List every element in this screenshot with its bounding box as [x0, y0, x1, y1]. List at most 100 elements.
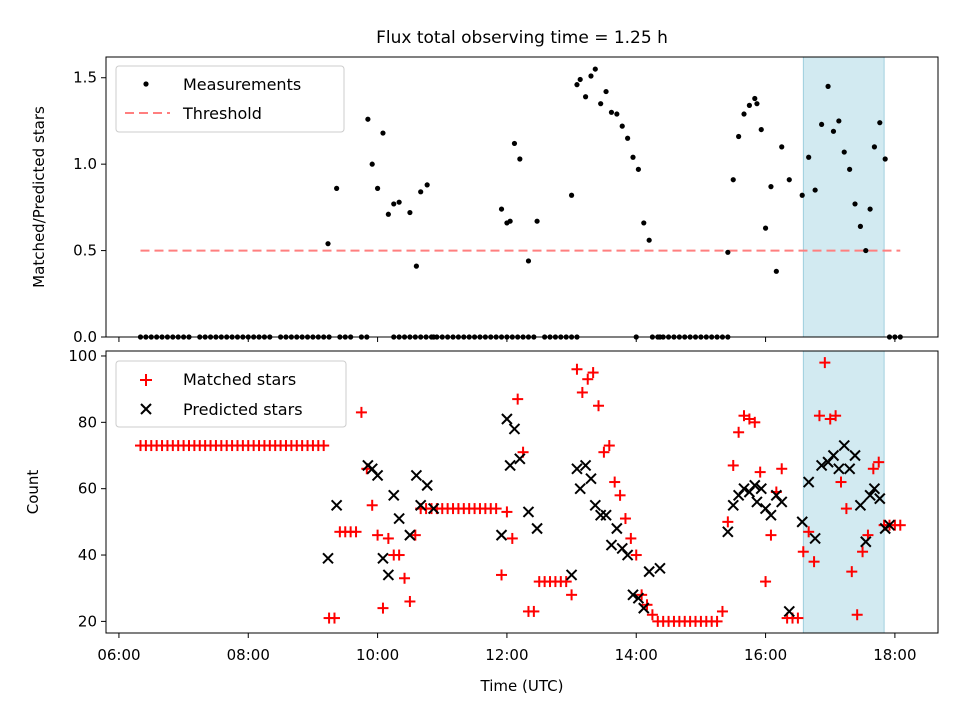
predicted-star-point: [585, 473, 597, 485]
predicted-star-point: [809, 532, 821, 545]
measurement-point: [852, 201, 858, 207]
matched-star-point: [630, 549, 642, 561]
measurement-point: [752, 95, 758, 102]
chart-title: Flux total observing time = 1.25 h: [376, 28, 668, 48]
x-tick-label: 10:00: [356, 646, 399, 664]
measurement-point: [396, 199, 402, 205]
matched-star-point: [619, 513, 631, 525]
matched-star-point: [749, 416, 761, 428]
measurement-point: [525, 258, 532, 264]
measurement-point: [754, 101, 760, 107]
predicted-star-point: [838, 439, 850, 452]
bottom-x-ticks: 06:00 08:00 10:00 12:00 14:00 16:00 18:00: [97, 633, 917, 664]
predicted-star-point: [404, 529, 416, 541]
measurement-point: [825, 83, 831, 89]
x-tick-label: 14:00: [615, 646, 658, 664]
measurement-point: [847, 166, 853, 172]
predicted-star-point: [571, 463, 583, 475]
measurement-point: [882, 156, 888, 162]
measurement-point: [758, 126, 764, 133]
matched-star-point: [873, 456, 885, 468]
matched-star-point: [609, 476, 621, 488]
measurement-point: [614, 111, 620, 117]
matched-star-point: [501, 506, 513, 518]
matched-star-point: [797, 546, 809, 558]
measurement-point: [407, 209, 413, 216]
measurement-point: [799, 192, 805, 198]
predicted-star-point: [854, 499, 867, 511]
measurement-point: [534, 218, 540, 224]
matched-star-point: [851, 609, 863, 621]
top-legend-box: [115, 65, 345, 133]
predicted-star-point: [868, 482, 881, 495]
matched-star-point: [760, 576, 772, 588]
predicted-star-point: [827, 449, 840, 462]
measurement-point: [841, 149, 847, 155]
measurement-point: [746, 102, 752, 108]
predicted-star-point: [421, 479, 433, 492]
matched-star-point: [372, 529, 384, 541]
matched-star-point: [366, 499, 378, 511]
bottom-axes-frame: [105, 350, 939, 634]
x-tick-label: 06:00: [97, 646, 140, 664]
top-y-tick-label: 0.5: [73, 242, 97, 260]
predicted-star-point: [860, 536, 872, 548]
matched-star-point: [614, 489, 626, 501]
predicted-star-point: [864, 489, 876, 502]
measurement-point: [608, 109, 615, 115]
bottom-y-tick-label: 20: [78, 612, 97, 630]
measurement-point: [812, 187, 818, 193]
matched-star-point: [716, 605, 728, 617]
measurement-point: [830, 128, 837, 134]
matched-star-point: [625, 532, 637, 544]
predicted-star-point: [621, 549, 634, 561]
predicted-star-point: [322, 552, 334, 565]
measurement-point: [867, 206, 873, 212]
measurement-point: [741, 111, 747, 117]
matched-star-point: [727, 459, 739, 471]
matched-star-point: [603, 440, 615, 452]
matched-star-point: [512, 393, 524, 405]
matched-star-point: [350, 526, 362, 538]
predicted-star-point: [414, 499, 427, 511]
top-highlight-span: [802, 56, 885, 338]
predicted-star-point: [410, 469, 423, 482]
matched-star-point: [646, 609, 658, 621]
measurement-point: [577, 76, 583, 83]
predicted-star-point: [382, 569, 395, 581]
matched-star-point: [808, 556, 820, 568]
measurement-point: [574, 82, 580, 88]
matched-star-point: [404, 595, 416, 607]
matched-star-point: [733, 426, 745, 438]
measurement-point: [625, 135, 631, 141]
measurement-point: [588, 73, 594, 79]
measurement-point: [877, 120, 883, 126]
bottom-y-tick-label: 100: [68, 347, 97, 365]
predicted-star-point: [531, 522, 543, 535]
legend-matched-label: Matched stars: [183, 370, 296, 389]
bottom-panel: 20 40 60 80 100 06:00 08:00 10:00 12:00 14:00 16:…: [24, 347, 939, 695]
matched-stars-series: [134, 357, 906, 627]
matched-star-point: [377, 602, 389, 614]
predicted-star-point: [501, 413, 513, 425]
matched-star-point: [803, 526, 815, 538]
top-axes-frame: [105, 56, 939, 338]
predicted-star-point: [579, 459, 592, 472]
predicted-star-point: [796, 516, 808, 528]
measurement-point: [863, 247, 869, 254]
matched-star-point: [409, 529, 421, 541]
bottom-y-axis-label: Count: [24, 470, 42, 515]
measurement-point: [635, 166, 641, 172]
measurement-point: [619, 123, 625, 129]
predicted-star-point: [504, 459, 516, 472]
legend-measurements-marker: [143, 81, 149, 87]
matched-star-point: [754, 466, 766, 478]
predicted-star-point: [765, 509, 777, 521]
measurement-point: [768, 184, 774, 190]
predicted-star-point: [330, 499, 343, 511]
top-legend: Measurements Threshold: [115, 65, 345, 133]
predicted-star-point: [843, 463, 856, 475]
measurement-point: [806, 154, 812, 160]
matched-star-point: [399, 572, 411, 584]
measurement-point: [592, 66, 598, 72]
